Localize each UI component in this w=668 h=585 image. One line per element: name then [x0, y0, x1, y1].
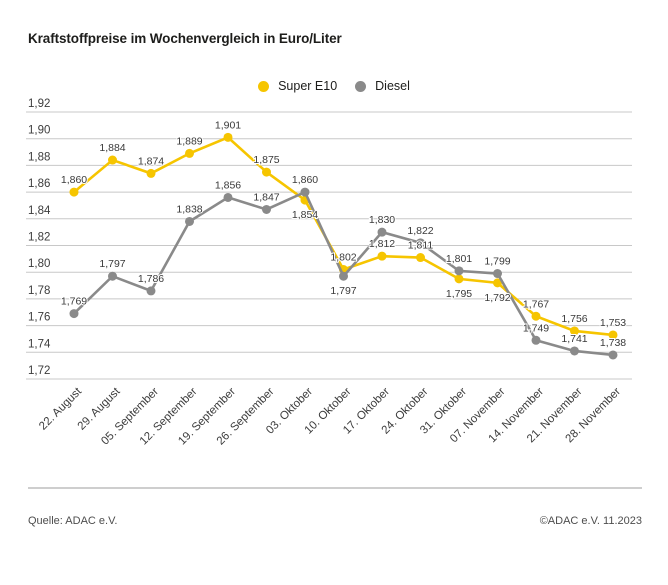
source-note: Quelle: ADAC e.V.: [28, 515, 118, 527]
data-point-diesel: [185, 216, 194, 226]
data-point-super-e10: [185, 148, 194, 158]
y-tick-label: 1,84: [28, 205, 51, 217]
value-label-super-e10: 1,767: [523, 298, 549, 310]
data-point-diesel: [146, 286, 156, 296]
value-label-diesel: 1,799: [484, 256, 510, 268]
y-tick-label: 1,78: [28, 285, 50, 297]
data-point-diesel: [454, 266, 464, 276]
data-point-super-e10: [493, 278, 502, 288]
data-point-super-e10: [223, 132, 233, 142]
value-label-diesel: 1,738: [600, 337, 626, 349]
data-point-diesel: [608, 350, 618, 360]
value-label-super-e10: 1,753: [600, 317, 626, 329]
diesel-marker-icon: [355, 80, 367, 92]
data-point-super-e10: [454, 274, 464, 284]
value-label-super-e10: 1,874: [138, 155, 164, 167]
legend-item-diesel: Diesel: [355, 79, 410, 93]
data-point-super-e10: [262, 167, 271, 177]
data-point-diesel: [223, 192, 233, 202]
data-point-diesel: [108, 271, 117, 281]
data-point-diesel: [531, 335, 541, 345]
chart-title: Kraftstoffpreise im Wochenvergleich in E…: [28, 31, 342, 46]
data-point-diesel: [339, 271, 348, 281]
value-label-diesel: 1,749: [523, 322, 549, 334]
value-label-diesel: 1,860: [292, 174, 318, 186]
y-tick-label: 1,76: [28, 312, 50, 324]
value-label-super-e10: 1,854: [292, 209, 318, 221]
data-point-diesel: [570, 346, 579, 356]
value-label-super-e10: 1,875: [253, 154, 279, 166]
legend-item-super-e10: Super E10: [258, 79, 337, 93]
value-label-diesel: 1,822: [407, 225, 433, 237]
legend-label-super-e10: Super E10: [278, 79, 338, 93]
value-label-diesel: 1,786: [138, 273, 164, 285]
value-label-diesel: 1,741: [561, 333, 587, 345]
value-label-diesel: 1,856: [215, 179, 241, 191]
data-point-super-e10: [570, 326, 579, 336]
value-label-diesel: 1,830: [369, 214, 395, 226]
value-label-diesel: 1,769: [61, 296, 87, 308]
data-point-diesel: [69, 309, 79, 319]
data-point-diesel: [300, 187, 310, 197]
value-label-super-e10: 1,889: [176, 135, 202, 147]
chart-legend: Super E10 Diesel: [0, 79, 668, 93]
data-point-super-e10: [108, 155, 117, 165]
value-label-diesel: 1,797: [99, 258, 125, 270]
y-tick-label: 1,92: [28, 98, 50, 110]
data-point-super-e10: [531, 311, 541, 321]
super-e10-marker-icon: [258, 80, 270, 92]
value-label-diesel: 1,797: [330, 285, 356, 297]
y-tick-label: 1,86: [28, 178, 50, 190]
value-label-diesel: 1,838: [176, 203, 202, 215]
value-label-super-e10: 1,802: [330, 252, 356, 264]
value-label-super-e10: 1,795: [446, 288, 472, 300]
data-point-diesel: [377, 227, 387, 237]
data-point-diesel: [262, 204, 271, 214]
data-point-super-e10: [146, 168, 156, 178]
data-point-diesel: [493, 269, 502, 279]
value-label-super-e10: 1,812: [369, 238, 395, 250]
value-label-super-e10: 1,811: [408, 240, 434, 252]
copyright-note: ©ADAC e.V. 11.2023: [539, 515, 642, 527]
y-tick-label: 1,88: [28, 151, 50, 163]
y-tick-label: 1,82: [28, 232, 50, 244]
data-point-super-e10: [69, 187, 79, 197]
value-label-super-e10: 1,860: [61, 174, 87, 186]
value-label-super-e10: 1,756: [561, 313, 587, 325]
value-label-super-e10: 1,884: [99, 142, 125, 154]
data-point-super-e10: [416, 253, 425, 263]
value-label-diesel: 1,801: [446, 253, 472, 265]
y-tick-label: 1,80: [28, 258, 50, 270]
y-tick-label: 1,74: [28, 338, 51, 350]
value-label-diesel: 1,847: [253, 191, 279, 203]
y-tick-label: 1,72: [28, 365, 50, 377]
value-label-super-e10: 1,901: [215, 119, 241, 131]
data-point-super-e10: [608, 330, 618, 340]
data-point-super-e10: [377, 251, 387, 261]
legend-label-diesel: Diesel: [375, 79, 410, 93]
value-label-super-e10: 1,792: [484, 292, 510, 304]
data-point-diesel: [416, 238, 425, 248]
y-tick-label: 1,90: [28, 125, 50, 137]
